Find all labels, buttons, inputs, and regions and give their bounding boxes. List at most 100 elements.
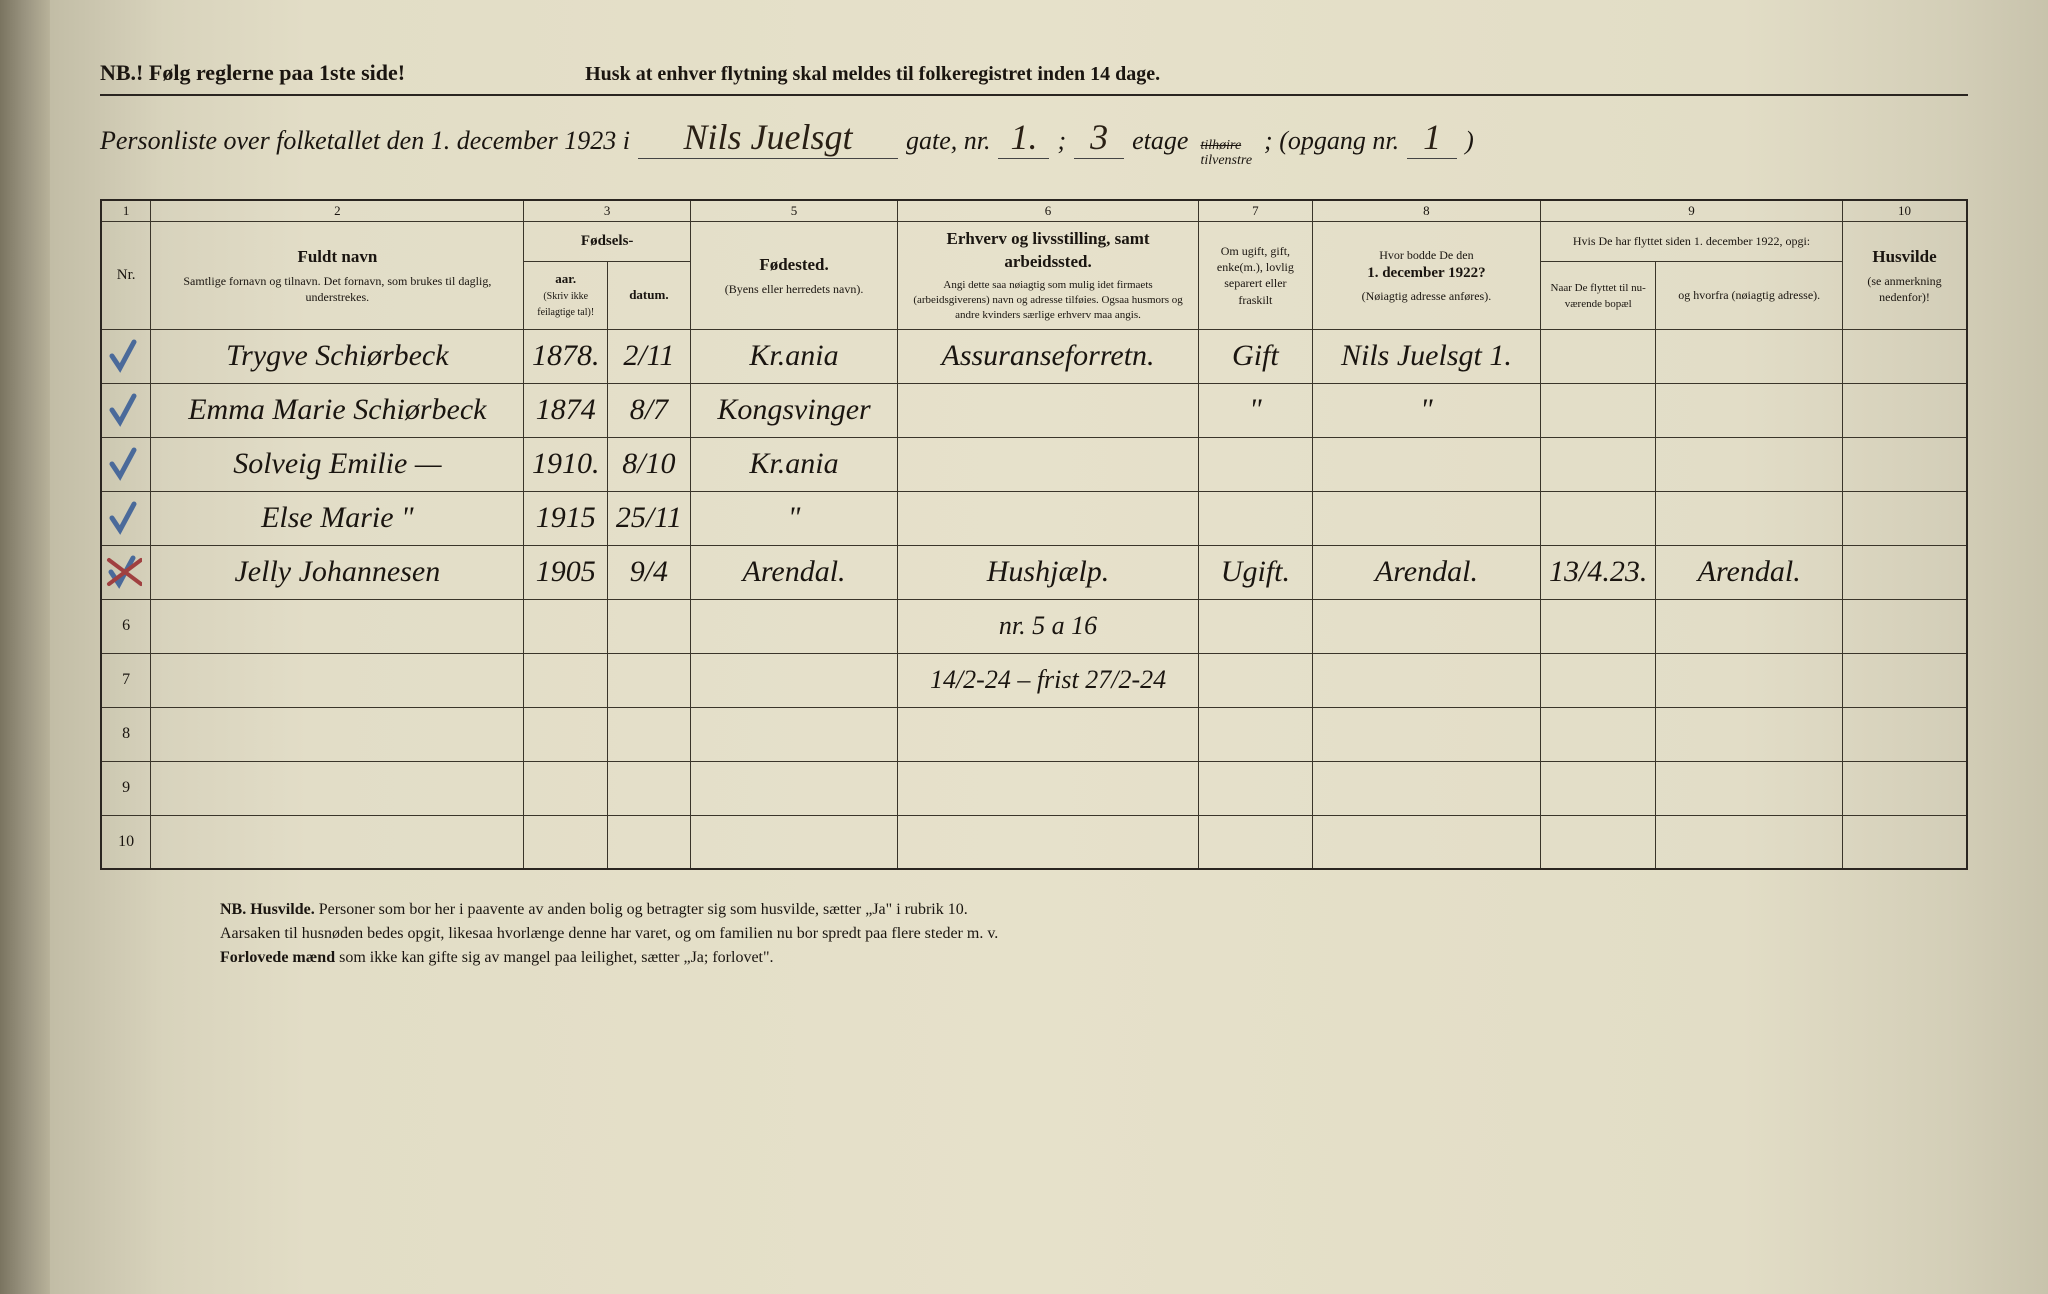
cell-flyttet-naar (1540, 815, 1655, 869)
cell-flyttet-fra (1656, 653, 1843, 707)
title-prefix: Personliste over folketallet den 1. dece… (100, 126, 630, 156)
cell-fodested: Kongsvinger (690, 383, 897, 437)
top-instruction-line: NB.! Følg reglerne paa 1ste side! Husk a… (100, 60, 1968, 96)
opgang-nr-fillin: 1 (1407, 116, 1457, 159)
cell-bodde (1312, 437, 1540, 491)
cell-bodde (1312, 707, 1540, 761)
title-line: Personliste over folketallet den 1. dece… (100, 116, 1968, 169)
cell-flyttet-naar (1540, 383, 1655, 437)
table-row: Solveig Emilie — 1910. 8/10 Kr.ania (101, 437, 1967, 491)
street-fillin: Nils Juelsgt (638, 116, 898, 159)
col-flyttet-fra: og hvorfra (nøiagtig adresse). (1656, 261, 1843, 329)
cell-fodested: Kr.ania (690, 437, 897, 491)
col-fodested: Fødested. (Byens eller herredets navn). (690, 222, 897, 329)
cell-husvilde (1843, 761, 1968, 815)
cell-navn: Trygve Schiørbeck (151, 329, 524, 383)
table-row: Jelly Johannesen 1905 9/4 Arendal. Hushj… (101, 545, 1967, 599)
cell-fodested: " (690, 491, 897, 545)
cell-flyttet-naar (1540, 437, 1655, 491)
cell-fodested (690, 815, 897, 869)
cell-husvilde (1843, 815, 1968, 869)
cell-aar (524, 815, 607, 869)
cell-husvilde (1843, 491, 1968, 545)
cell-flyttet-naar (1540, 707, 1655, 761)
cell-erhverv (898, 437, 1199, 491)
cell-status (1198, 653, 1312, 707)
cell-flyttet-fra (1656, 707, 1843, 761)
cell-aar: 1878. (524, 329, 607, 383)
cell-datum: 8/7 (607, 383, 690, 437)
table-row: Else Marie " 1915 25/11 " (101, 491, 1967, 545)
check-icon (108, 392, 138, 428)
cell-fodested (690, 653, 897, 707)
census-rows: Trygve Schiørbeck 1878. 2/11 Kr.ania Ass… (101, 329, 1967, 869)
check-icon (108, 338, 138, 374)
cell-status (1198, 761, 1312, 815)
cell-flyttet-naar: 13/4.23. (1540, 545, 1655, 599)
cell-flyttet-naar (1540, 599, 1655, 653)
check-icon (108, 446, 138, 482)
cell-navn (151, 707, 524, 761)
cell-status: Gift (1198, 329, 1312, 383)
colnum-row: 1 2 3 5 6 7 8 9 10 (101, 200, 1967, 222)
col-flyttet-naar: Naar De flyttet til nu-værende bopæl (1540, 261, 1655, 329)
cell-flyttet-naar (1540, 329, 1655, 383)
check-icon (108, 500, 138, 536)
cell-navn (151, 653, 524, 707)
cell-fodested (690, 761, 897, 815)
husk-instruction: Husk at enhver flytning skal meldes til … (585, 63, 1160, 86)
cell-erhverv: Hushjælp. (898, 545, 1199, 599)
cell-husvilde (1843, 329, 1968, 383)
cell-datum (607, 599, 690, 653)
cell-husvilde (1843, 653, 1968, 707)
etage-label: etage (1132, 126, 1188, 156)
strike-icon (102, 554, 142, 590)
cell-aar: 1905 (524, 545, 607, 599)
census-form-page: NB.! Følg reglerne paa 1ste side! Husk a… (0, 0, 2048, 1294)
cell-flyttet-fra (1656, 815, 1843, 869)
cell-flyttet-fra: Arendal. (1656, 545, 1843, 599)
cell-erhverv: 14/2-24 – frist 27/2-24 (898, 653, 1199, 707)
cell-aar (524, 707, 607, 761)
cell-fodested (690, 707, 897, 761)
cell-nr (101, 383, 151, 437)
side-stacked: tilhøire tilvenstre (1200, 138, 1252, 169)
cell-nr (101, 329, 151, 383)
cell-navn (151, 815, 524, 869)
cell-datum: 25/11 (607, 491, 690, 545)
col-husvilde: Husvilde (se anmerkning nedenfor)! (1843, 222, 1968, 329)
col-navn: Fuldt navn Samtlige fornavn og tilnavn. … (151, 222, 524, 329)
cell-erhverv (898, 491, 1199, 545)
table-row: 9 (101, 761, 1967, 815)
cell-erhverv (898, 761, 1199, 815)
cell-status (1198, 437, 1312, 491)
table-row: Emma Marie Schiørbeck 1874 8/7 Kongsving… (101, 383, 1967, 437)
cell-husvilde (1843, 599, 1968, 653)
cell-bodde (1312, 761, 1540, 815)
cell-flyttet-fra (1656, 437, 1843, 491)
cell-nr (101, 545, 151, 599)
census-table: 1 2 3 5 6 7 8 9 10 Nr. Fuldt navn Samtli… (100, 199, 1968, 870)
cell-erhverv (898, 815, 1199, 869)
cell-nr: 8 (101, 707, 151, 761)
cell-status (1198, 599, 1312, 653)
col-datum: datum. (607, 261, 690, 329)
col-fodsels: Fødsels- (524, 222, 690, 262)
header-row: Nr. Fuldt navn Samtlige fornavn og tilna… (101, 222, 1967, 262)
cell-flyttet-fra (1656, 599, 1843, 653)
cell-datum: 2/11 (607, 329, 690, 383)
col-aar: aar. (Skriv ikke feilagtige tal)! (524, 261, 607, 329)
gate-label: gate, nr. (906, 126, 991, 156)
cell-flyttet-fra (1656, 761, 1843, 815)
col-bodde: Hvor bodde De den 1. december 1922? (Nøi… (1312, 222, 1540, 329)
cell-flyttet-fra (1656, 329, 1843, 383)
table-row: 8 (101, 707, 1967, 761)
cell-husvilde (1843, 383, 1968, 437)
table-row: 7 14/2-24 – frist 27/2-24 (101, 653, 1967, 707)
cell-status: Ugift. (1198, 545, 1312, 599)
cell-navn: Emma Marie Schiørbeck (151, 383, 524, 437)
cell-bodde: Arendal. (1312, 545, 1540, 599)
cell-navn: Else Marie " (151, 491, 524, 545)
cell-husvilde (1843, 437, 1968, 491)
cell-nr (101, 437, 151, 491)
